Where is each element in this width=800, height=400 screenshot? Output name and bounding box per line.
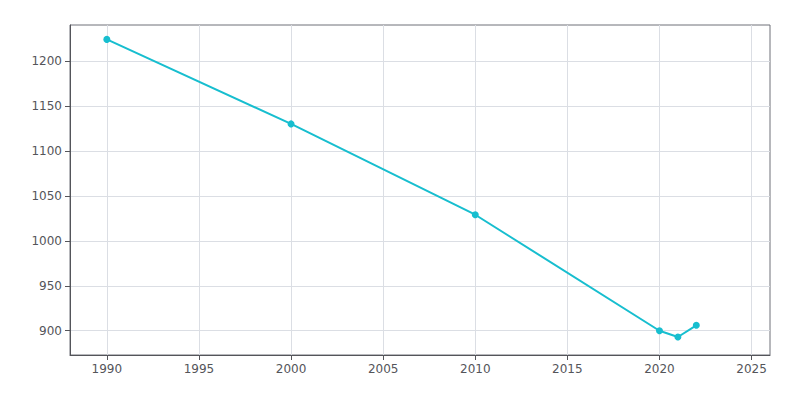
svg-text:2020: 2020: [644, 362, 675, 376]
svg-text:1050: 1050: [31, 189, 62, 203]
svg-text:950: 950: [39, 279, 62, 293]
svg-text:1990: 1990: [92, 362, 123, 376]
svg-text:2010: 2010: [460, 362, 491, 376]
svg-text:1000: 1000: [31, 234, 62, 248]
svg-text:900: 900: [39, 324, 62, 338]
svg-text:1200: 1200: [31, 54, 62, 68]
svg-text:1100: 1100: [31, 144, 62, 158]
svg-text:2005: 2005: [368, 362, 399, 376]
svg-text:2025: 2025: [736, 362, 767, 376]
svg-text:1150: 1150: [31, 99, 62, 113]
svg-text:2015: 2015: [552, 362, 583, 376]
svg-text:1995: 1995: [184, 362, 215, 376]
svg-text:2000: 2000: [276, 362, 307, 376]
